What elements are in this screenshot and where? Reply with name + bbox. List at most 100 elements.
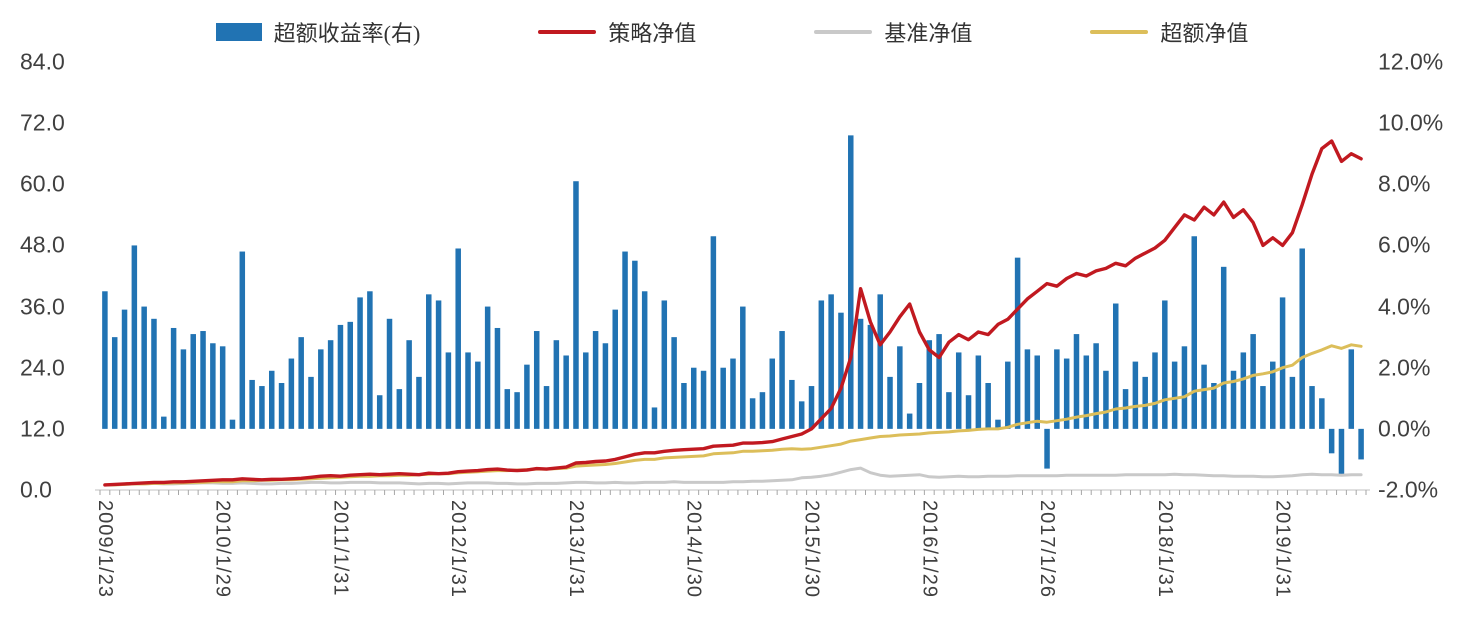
x-axis-tick-label: 2016/1/29: [918, 500, 941, 598]
excess-return-bar: [1230, 370, 1237, 429]
right-axis-tick-label: 12.0%: [1378, 48, 1444, 75]
excess-return-bar: [906, 413, 913, 429]
excess-return-bar: [916, 383, 923, 429]
x-axis-tick-label: 2014/1/30: [682, 500, 705, 598]
excess-return-bar: [121, 309, 128, 429]
excess-return-bar: [229, 419, 236, 429]
excess-return-bar: [504, 389, 511, 429]
excess-return-bar: [1152, 352, 1158, 429]
line-swatch-icon: [814, 30, 873, 34]
excess-return-bar: [484, 306, 491, 429]
excess-return-bar: [376, 395, 383, 429]
excess-return-bar: [897, 346, 903, 429]
excess-return-bar: [730, 358, 736, 429]
excess-return-bar: [769, 358, 776, 429]
excess-return-bar: [1132, 361, 1139, 429]
excess-return-bar: [1358, 428, 1364, 460]
excess-return-bar: [828, 294, 834, 429]
left-axis-tick-label: 48.0: [20, 231, 65, 258]
excess-return-bar: [1142, 376, 1148, 429]
excess-return-bar: [210, 343, 216, 429]
right-axis-tick-label: 8.0%: [1378, 170, 1431, 197]
excess-return-bar: [975, 355, 982, 429]
excess-return-bar: [1162, 300, 1168, 429]
excess-return-bar: [632, 260, 638, 429]
excess-return-bar: [740, 306, 746, 429]
excess-return-bar: [406, 340, 412, 429]
legend-item-benchmark-nav: 基准净值: [814, 16, 972, 48]
excess-return-bar: [239, 251, 246, 429]
excess-return-bar: [347, 321, 354, 429]
excess-return-bar: [1083, 355, 1090, 429]
excess-return-bar: [298, 337, 304, 429]
excess-return-bar: [219, 346, 226, 429]
excess-return-bar: [141, 306, 147, 429]
excess-return-bar: [553, 340, 560, 429]
x-axis-tick-label: 2010/1/29: [211, 500, 234, 598]
excess-return-bar: [700, 370, 707, 429]
excess-return-bar: [337, 324, 344, 429]
excess-return-bar: [926, 340, 933, 429]
excess-return-bar: [1220, 266, 1227, 429]
excess-return-bar: [102, 291, 108, 429]
left-axis-tick-label: 12.0: [20, 415, 65, 442]
excess-return-bar: [367, 291, 373, 429]
excess-return-bar: [327, 340, 334, 429]
excess-return-bar: [965, 395, 972, 429]
excess-return-bar: [151, 318, 157, 429]
excess-return-bar: [278, 383, 285, 429]
excess-return-bar: [867, 324, 874, 429]
excess-return-bar: [170, 327, 177, 429]
excess-return-bar: [416, 376, 422, 429]
excess-return-bar: [386, 318, 393, 429]
excess-return-bar: [1250, 334, 1256, 429]
right-axis-tick-label: 6.0%: [1378, 231, 1431, 258]
excess-return-bar: [573, 181, 579, 429]
left-axis-tick-label: 60.0: [20, 170, 65, 197]
legend-label-benchmark-nav: 基准净值: [884, 21, 973, 46]
excess-return-bar: [641, 291, 648, 429]
bar-swatch-icon: [215, 23, 262, 41]
excess-return-bar: [1034, 355, 1040, 429]
excess-return-bar: [592, 331, 599, 429]
excess-return-bar: [1289, 376, 1296, 429]
excess-return-bar: [426, 294, 432, 429]
excess-return-bar: [1260, 386, 1266, 429]
excess-return-bar: [1093, 343, 1099, 429]
excess-return-bar: [161, 416, 167, 429]
excess-return-bar: [1319, 398, 1325, 429]
excess-return-bar: [612, 309, 618, 429]
excess-return-bar: [1112, 303, 1119, 429]
excess-return-bar: [455, 248, 461, 429]
line-swatch-icon: [538, 30, 597, 34]
legend-label-excess-return: 超额收益率(右): [273, 21, 421, 46]
excess-return-bar: [268, 370, 275, 429]
excess-return-bar: [1338, 428, 1345, 475]
excess-return-bar: [308, 376, 314, 429]
excess-return-bar: [514, 392, 520, 429]
x-axis-tick-label: 2012/1/31: [447, 500, 470, 598]
excess-return-bar: [661, 300, 668, 429]
excess-return-bar: [857, 318, 864, 429]
excess-return-bar: [475, 361, 481, 429]
excess-return-bar: [1328, 428, 1335, 454]
excess-return-bar: [995, 419, 1001, 429]
excess-return-bar: [357, 297, 363, 429]
excess-return-bar: [681, 383, 687, 429]
excess-return-bar: [259, 386, 265, 429]
excess-return-bar: [435, 300, 442, 429]
excess-return-bar: [494, 327, 501, 429]
legend-item-excess-nav: 超额净值: [1090, 16, 1248, 48]
excess-return-bar: [288, 358, 295, 429]
x-axis-tick-label: 2011/1/31: [329, 500, 352, 597]
excess-return-bar: [1063, 358, 1070, 429]
legend-item-excess-return: 超额收益率(右): [215, 16, 421, 48]
right-axis-tick-label: 0.0%: [1378, 415, 1431, 442]
excess-return-bar: [602, 343, 609, 429]
excess-return-bar: [190, 334, 196, 429]
excess-return-bar: [710, 236, 717, 429]
excess-return-bar: [465, 352, 471, 429]
excess-return-bar: [798, 401, 805, 429]
